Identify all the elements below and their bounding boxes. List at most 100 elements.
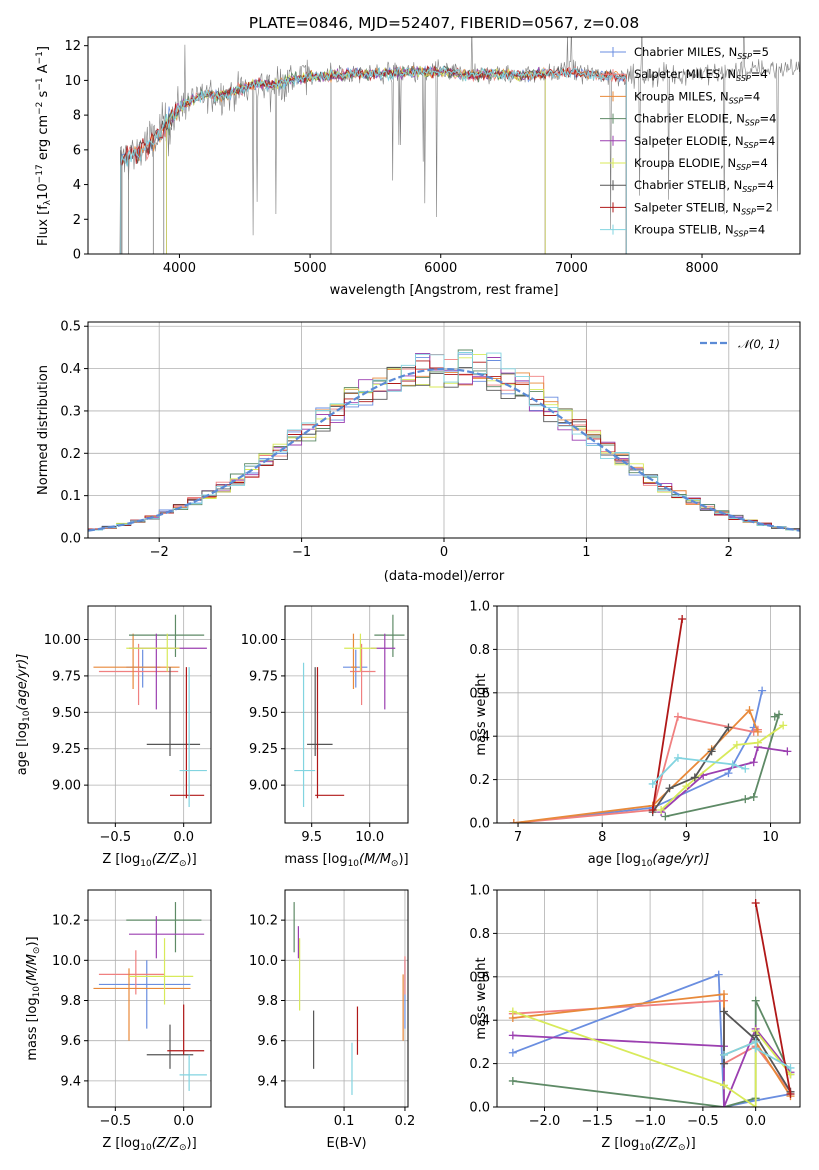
x-tick-label: −1.5 (582, 1114, 614, 1129)
x-axis-label: Z [log10(Z/Z⊙)] (102, 1136, 196, 1153)
plot-area (294, 614, 405, 807)
legend-n-sub: SSP (729, 96, 744, 105)
legend-entry: Salpeter ELODIE, NSSP=4 (634, 134, 775, 150)
y-label-sub: 10 (32, 986, 42, 998)
y-tick-label: 0 (73, 248, 81, 263)
weight-point-marker (758, 686, 767, 695)
x-tick-label: −2 (150, 545, 169, 560)
y-tick-label: 0.0 (60, 532, 81, 547)
axes-frame (284, 605, 409, 824)
y-tick-label: 9.8 (257, 994, 278, 1009)
y-tick-label: 0.4 (60, 362, 81, 377)
y-tick-label: 0.4 (469, 730, 490, 745)
axes-frame (87, 36, 801, 255)
y-label-text: mass weight (474, 673, 489, 755)
weight-point-marker (707, 747, 716, 756)
y-axis-label: age [log10(age/yr)] (15, 654, 32, 776)
legend-library: Kroupa STELIB (634, 223, 718, 237)
legend-n-value: 2 (765, 200, 772, 214)
x-tick-label: −0.5 (100, 1114, 132, 1129)
weight-point-marker (751, 899, 760, 908)
x-label-sub: ⊙ (179, 859, 187, 869)
legend-library: Salpeter STELIB (634, 200, 725, 214)
y-tick-label: 10 (64, 74, 81, 89)
weight-point-marker (508, 1076, 517, 1085)
residual-histogram-panel: −2 −1 0 1 2 0.0 0.1 0.2 0.3 0.4 0.5 (data-model)/er… (36, 320, 801, 584)
weight-point-marker (678, 615, 687, 624)
weight-point-marker (719, 990, 728, 999)
x-tick-label: 0.0 (745, 1114, 766, 1129)
x-label-sub: ⊙ (391, 859, 399, 869)
y-label-part: 10 (36, 183, 51, 200)
legend-eq: = (748, 223, 758, 237)
y-tick-label: 0.8 (469, 927, 490, 942)
legend-n: N (729, 45, 738, 59)
axes-frame (496, 605, 801, 824)
axes: 0.1 0.2 9.4 9.6 9.8 10.0 10.2 (249, 889, 415, 1129)
weight-point-marker (741, 764, 750, 773)
x-label-part: mass [log (284, 852, 347, 867)
legend-eq: = (756, 200, 766, 214)
y-label-part: mass [log (25, 997, 40, 1060)
weight-point-marker (783, 747, 792, 756)
y-tick-label: 0.2 (60, 447, 81, 462)
y-tick-label: 10.2 (52, 914, 81, 929)
x-label-part: Z [log (601, 1136, 639, 1151)
y-tick-label: 9.25 (249, 742, 278, 757)
legend-n-sub: SSP (736, 163, 751, 172)
legend-eq: = (760, 112, 770, 126)
legend-eq: = (743, 89, 753, 103)
x-axis-label: Z [log10(Z/Z⊙)] (102, 852, 196, 869)
legend-library: Salpeter ELODIE (634, 134, 728, 148)
weight-point-marker (719, 1007, 728, 1016)
legend-library: Chabrier ELODIE (634, 112, 729, 126)
y-axis-label: mass weight (474, 673, 489, 755)
legend-n-sub: SSP (734, 230, 749, 239)
x-tick-label: 0.1 (334, 1114, 355, 1129)
y-label-sup: −17 (35, 164, 45, 183)
x-label-part: age [log (588, 852, 641, 867)
weight-point-marker (724, 723, 733, 732)
weight-point-marker (751, 1044, 760, 1053)
grid-lines (285, 890, 408, 1107)
x-axis-label: (data-model)/error (384, 569, 505, 584)
y-label-text: mass weight (474, 957, 489, 1039)
weight-series-line (512, 1010, 792, 1107)
weight-series-line (652, 756, 746, 785)
legend-entry: 𝒩(0, 1) (738, 337, 780, 351)
x-tick-label: 9.5 (301, 830, 322, 845)
legend-entry: Salpeter MILES, NSSP=4 (634, 67, 768, 83)
x-tick-label: 10 (762, 830, 779, 845)
x-tick-label: −1.0 (634, 1114, 666, 1129)
x-label-sub: 10 (140, 859, 152, 869)
x-label-part: (Z/Z (651, 1136, 679, 1151)
axes: 9.5 10.0 9.00 9.25 9.50 9.75 10.00 (241, 605, 409, 845)
y-tick-label: 9.00 (249, 779, 278, 794)
x-label-part: (M/M (359, 852, 391, 867)
x-tick-label: 6000 (424, 261, 457, 276)
y-axis-label: mass weight (474, 957, 489, 1039)
axes: −0.5 0.0 9.00 9.25 9.50 9.75 10.00 (44, 605, 212, 845)
x-label-sub: 10 (140, 1143, 152, 1153)
y-label-part: A (36, 64, 51, 77)
legend-sep: , (720, 156, 727, 170)
weight-point-marker (724, 769, 733, 778)
legend-entry: Kroupa MILES, NSSP=4 (634, 89, 760, 105)
x-axis-label: age [log10(age/yr)] (588, 852, 710, 869)
axes-frame (87, 321, 801, 539)
y-label-sup: −2 (35, 102, 45, 115)
weight-point-marker (648, 779, 657, 788)
y-label-part: age [log (15, 722, 30, 775)
y-tick-label: 9.8 (60, 994, 81, 1009)
legend-entry: Chabrier ELODIE, NSSP=4 (634, 112, 776, 128)
legend-n: N (727, 67, 736, 81)
y-tick-label: 9.4 (257, 1074, 278, 1089)
mass-vs-extinction-panel: 0.1 0.2 9.4 9.6 9.8 10.0 10.2 E(B-V) (249, 889, 415, 1151)
legend-n-sub: SSP (737, 52, 752, 61)
y-tick-label: 10.0 (52, 954, 81, 969)
legend-entry: Chabrier MILES, NSSP=5 (634, 45, 769, 61)
weight-point-marker (786, 1089, 795, 1098)
spectrum-panel: 4000 5000 6000 7000 8000024681012PLATE=0846,… (35, 14, 801, 298)
weight-point-marker (509, 819, 518, 823)
